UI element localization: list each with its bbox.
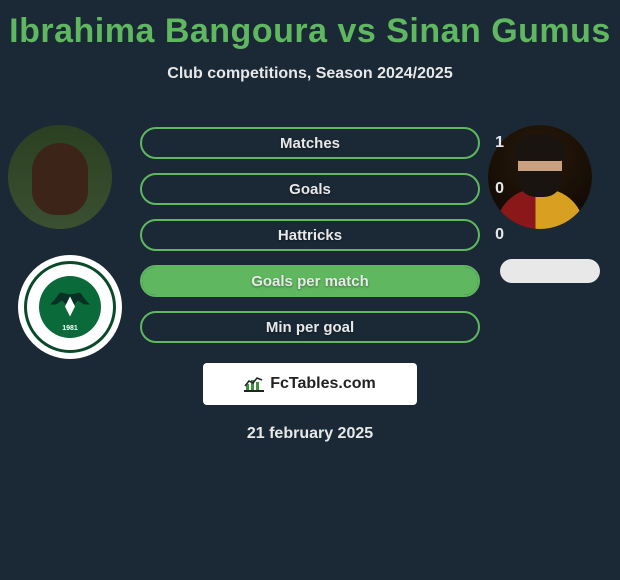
site-logo-text: FcTables.com	[270, 375, 376, 393]
stat-value-right: 1	[495, 134, 504, 152]
stat-row-goals-per-match: Goals per match	[140, 265, 480, 297]
subtitle: Club competitions, Season 2024/2025	[0, 65, 620, 83]
stats-list: Matches 1 Goals 0 Hattricks 0 Goals per …	[140, 127, 480, 343]
stat-label: Goals per match	[251, 273, 369, 290]
club-left-year: 1981	[62, 325, 78, 332]
stat-row-goals: Goals 0	[140, 173, 480, 205]
stat-label: Min per goal	[266, 319, 354, 336]
stat-row-hattricks: Hattricks 0	[140, 219, 480, 251]
club-left-badge: 1981	[18, 255, 122, 359]
stat-value-right: 0	[495, 180, 504, 198]
eagle-icon	[48, 291, 92, 321]
stat-value-right: 0	[495, 226, 504, 244]
stat-row-min-per-goal: Min per goal	[140, 311, 480, 343]
club-right-badge	[500, 259, 600, 283]
site-logo[interactable]: FcTables.com	[203, 363, 417, 405]
stat-label: Hattricks	[278, 227, 342, 244]
date-label: 21 february 2025	[0, 425, 620, 443]
page-title: Ibrahima Bangoura vs Sinan Gumus	[0, 12, 620, 51]
player-left-photo	[8, 125, 112, 229]
stat-label: Goals	[289, 181, 331, 198]
stat-label: Matches	[280, 135, 340, 152]
stat-row-matches: Matches 1	[140, 127, 480, 159]
chart-icon	[244, 376, 264, 392]
